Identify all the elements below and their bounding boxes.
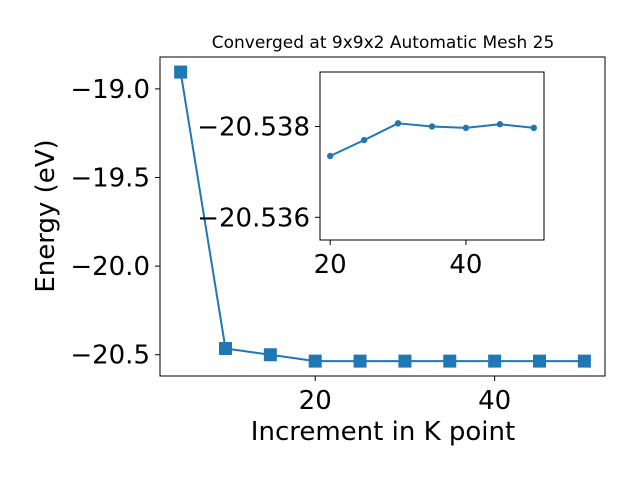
main-data-point [263, 348, 277, 362]
main-data-point [533, 354, 547, 368]
main-data-point [308, 354, 322, 368]
main-data-point [218, 342, 232, 356]
main-data-point [353, 354, 367, 368]
y-axis-label: Energy (eV) [31, 139, 61, 292]
inset-data-point [360, 136, 368, 144]
inset-plot-area: 20 40 −20.538 −20.536 [197, 71, 545, 280]
main-y-tick-label: −19.5 [70, 164, 150, 194]
inset-x-tick-label: 20 [314, 250, 347, 280]
main-x-tick-label: 40 [478, 386, 511, 416]
inset-data-point [394, 120, 402, 127]
inset-data-point [462, 124, 470, 132]
main-data-point [577, 354, 591, 368]
main-x-tick-label: 20 [299, 386, 332, 416]
inset-data-point [428, 123, 436, 130]
inset-plot-frame [319, 71, 545, 241]
x-axis-label: Increment in K point [251, 417, 515, 447]
main-y-tick-label: −20.5 [70, 341, 150, 371]
main-data-point [488, 354, 502, 368]
inset-y-tick-label: −20.536 [197, 203, 310, 233]
main-data-point [174, 65, 188, 79]
inset-data-point [326, 152, 334, 160]
main-y-tick-label: −19.0 [70, 75, 150, 105]
inset-data-point [496, 121, 504, 128]
main-data-point [443, 354, 457, 368]
main-data-point [398, 354, 412, 368]
main-series-line [179, 71, 585, 363]
inset-y-tick-label: −20.538 [197, 112, 310, 142]
chart-title: Converged at 9x9x2 Automatic Mesh 25 [212, 33, 555, 53]
main-y-tick-label: −20.0 [70, 252, 150, 282]
inset-data-point [530, 124, 538, 132]
inset-x-tick-label: 40 [449, 250, 482, 280]
